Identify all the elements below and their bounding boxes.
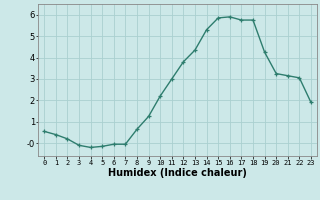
X-axis label: Humidex (Indice chaleur): Humidex (Indice chaleur) <box>108 168 247 178</box>
